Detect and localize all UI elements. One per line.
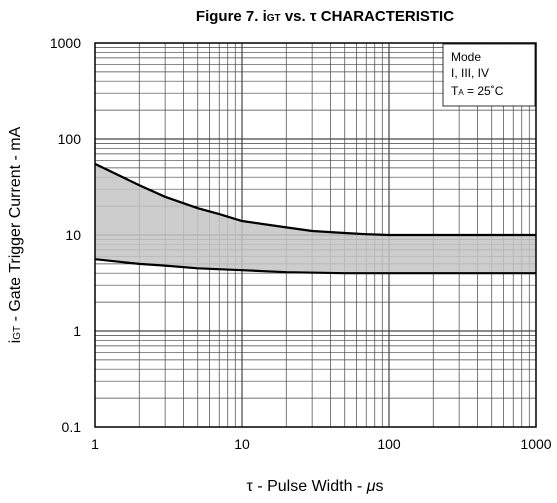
legend-mode: Mode [451,50,481,64]
y-axis-label: iGT - Gate Trigger Current - mA [7,126,24,343]
y-tick-label: 100 [58,131,82,147]
y-axis-subscript: GT [12,326,23,340]
upper-boundary-line [95,162,536,237]
y-axis-post: - Gate Trigger Current - mA [7,126,24,325]
legend-modes: I, III, IV [451,66,489,80]
title-prefix: Figure 7. i [196,8,267,25]
plot-frame [94,42,537,428]
data-band [95,162,536,275]
y-axis-pre: i [7,340,24,344]
x-axis-mid: - Pulse Width - [253,478,367,495]
legend-temperature: TA = 25˚C [451,84,504,98]
y-tick-label: 1 [73,323,81,339]
x-axis-unit: s [375,478,383,495]
title-subscript: GT [267,13,281,24]
x-tick-label: 10 [234,436,250,452]
chart-title: Figure 7. iGT vs. τ CHARACTERISTIC [196,8,454,25]
x-axis-tau: τ [247,478,254,495]
title-tau: τ [310,8,317,25]
y-tick-label: 10 [65,227,81,243]
legend-box [442,43,536,107]
x-axis-ticks: 1 10 100 1000 [91,436,552,452]
y-tick-label: 1000 [50,35,81,51]
legend-temp-post: = 25˚C [464,84,504,98]
x-tick-label: 1 [91,436,99,452]
x-tick-label: 100 [377,436,401,452]
lower-boundary-line [95,258,536,275]
title-suffix: CHARACTERISTIC [317,8,455,25]
legend-temp-sub: A [458,88,464,97]
title-mid: vs. [281,8,310,25]
x-axis-mu: μ [366,478,376,495]
legend: Mode I, III, IV TA = 25˚C [442,43,536,107]
y-tick-label: 0.1 [62,419,82,435]
y-axis-ticks: 1000 100 10 1 0.1 [50,35,81,435]
x-axis-label: τ - Pulse Width - μs [247,478,384,495]
band-area [95,163,536,274]
x-tick-label: 1000 [520,436,551,452]
legend-temp-pre: T [451,84,459,98]
